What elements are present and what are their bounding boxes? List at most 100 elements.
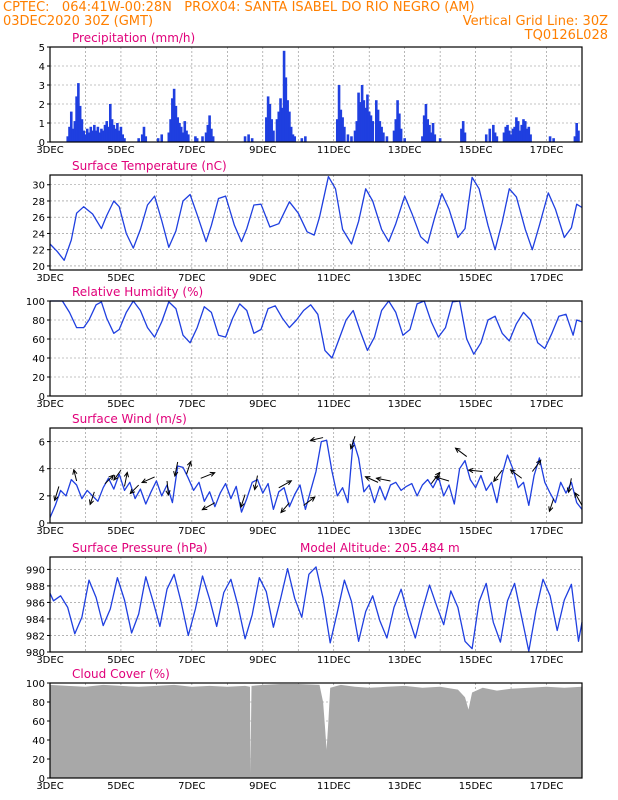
precip-bar xyxy=(460,128,463,142)
wind-arrow-head xyxy=(286,480,293,486)
precip-bar xyxy=(84,134,87,142)
x-tick-label: 17DEC xyxy=(530,399,564,410)
precip-bar xyxy=(82,130,85,142)
wind-arrow xyxy=(309,436,324,443)
precip-bar xyxy=(105,121,109,142)
wind-arrow-shaft xyxy=(200,472,215,479)
precip-bar xyxy=(343,126,346,142)
wind-arrow xyxy=(574,491,583,506)
precip-bar xyxy=(507,130,511,142)
x-tick-label: 13DEC xyxy=(388,273,422,284)
precip-bar xyxy=(376,109,380,142)
precip-bar xyxy=(156,138,160,142)
precip-bar xyxy=(429,132,433,142)
panel-frame xyxy=(49,300,583,397)
wind-arrow xyxy=(129,484,140,495)
precip-bar xyxy=(272,130,275,142)
precip-bar xyxy=(210,128,213,142)
wind-arrow-shaft xyxy=(280,502,290,513)
wind-arrow xyxy=(113,469,122,481)
x-tick-label: 7DEC xyxy=(178,145,205,156)
y-tick-label: 4 xyxy=(39,465,45,476)
precip-bar xyxy=(91,130,94,142)
x-tick-label: 7DEC xyxy=(178,526,205,537)
panel-4: 0 2 4 6 3DEC 5DEC 7DEC 9DEC 11DEC 13DEC 15DEC 17DEC… xyxy=(36,412,583,537)
wind-arrow-head xyxy=(280,507,286,514)
panel-title: Relative Humidity (%) xyxy=(72,285,203,299)
precip-bar xyxy=(286,100,289,142)
series-line xyxy=(50,300,583,359)
precip-bar xyxy=(509,134,513,142)
precip-bar xyxy=(89,126,93,142)
wind-arrow xyxy=(548,498,555,513)
precip-bar xyxy=(575,123,578,142)
x-tick-label: 15DEC xyxy=(459,273,493,284)
precip-bar xyxy=(359,102,362,142)
wind-arrow xyxy=(201,502,216,511)
precip-bar xyxy=(137,138,140,142)
wind-arrow-head xyxy=(108,474,115,481)
series-line xyxy=(49,439,583,518)
x-tick-label: 3DEC xyxy=(36,655,63,666)
precip-bar xyxy=(504,126,508,142)
wind-arrow-shaft xyxy=(574,492,583,506)
wind-arrow-head xyxy=(72,468,78,475)
precip-bar xyxy=(121,134,125,142)
x-tick-label: 13DEC xyxy=(388,781,422,792)
wind-arrow-shaft xyxy=(73,469,78,482)
precip-bar xyxy=(140,134,144,142)
precip-bar xyxy=(399,128,403,142)
precip-bar xyxy=(80,119,84,142)
precip-bar xyxy=(355,121,359,142)
precip-bar xyxy=(66,136,70,142)
x-tick-label: 13DEC xyxy=(388,145,422,156)
precip-bar xyxy=(160,134,164,142)
precip-bar xyxy=(282,50,286,142)
y-tick-label: 4 xyxy=(39,62,45,73)
precip-bar xyxy=(374,100,378,142)
y-tick-label: 1 xyxy=(39,119,45,130)
precip-bar xyxy=(529,134,532,142)
y-tick-label: 60 xyxy=(32,335,45,346)
precip-bar xyxy=(181,132,185,142)
precip-bar xyxy=(548,136,552,142)
y-tick-label: 100 xyxy=(26,297,45,308)
x-tick-label: 9DEC xyxy=(249,399,276,410)
precip-bar xyxy=(266,96,270,142)
y-tick-label: 20 xyxy=(32,755,45,766)
precip-bar xyxy=(171,98,174,142)
precip-bar xyxy=(169,119,172,142)
x-tick-label: 11DEC xyxy=(317,781,351,792)
series-line xyxy=(49,566,583,652)
series-line xyxy=(49,175,583,261)
wind-arrow xyxy=(509,469,523,479)
precip-bar xyxy=(284,77,288,142)
precip-bar xyxy=(421,136,424,142)
x-tick-label: 11DEC xyxy=(317,526,351,537)
precip-bar xyxy=(518,130,522,142)
wind-arrow-shaft xyxy=(510,469,523,479)
y-tick-label: 20 xyxy=(32,262,45,273)
x-tick-label: 15DEC xyxy=(459,399,493,410)
precip-bar xyxy=(204,132,208,142)
panel-frame xyxy=(49,682,583,779)
wind-arrow-head xyxy=(252,484,259,491)
wind-arrow xyxy=(566,478,572,494)
x-tick-label: 15DEC xyxy=(459,781,493,792)
x-tick-label: 11DEC xyxy=(317,655,351,666)
wind-arrow-shaft xyxy=(493,469,503,482)
x-tick-label: 3DEC xyxy=(36,781,63,792)
precip-bar xyxy=(167,132,171,142)
precip-bar xyxy=(552,138,555,142)
wind-arrow-shaft xyxy=(350,436,356,449)
precip-bar xyxy=(433,134,437,142)
precip-bar xyxy=(123,138,126,142)
wind-arrow xyxy=(531,459,542,472)
y-tick-label: 0 xyxy=(39,774,45,785)
precip-bar xyxy=(573,136,577,142)
wind-arrow-head xyxy=(467,467,474,474)
precip-bar xyxy=(201,136,204,142)
wind-arrow-head xyxy=(454,447,461,453)
precip-bar xyxy=(341,117,344,142)
wind-arrow-shaft xyxy=(89,491,95,505)
